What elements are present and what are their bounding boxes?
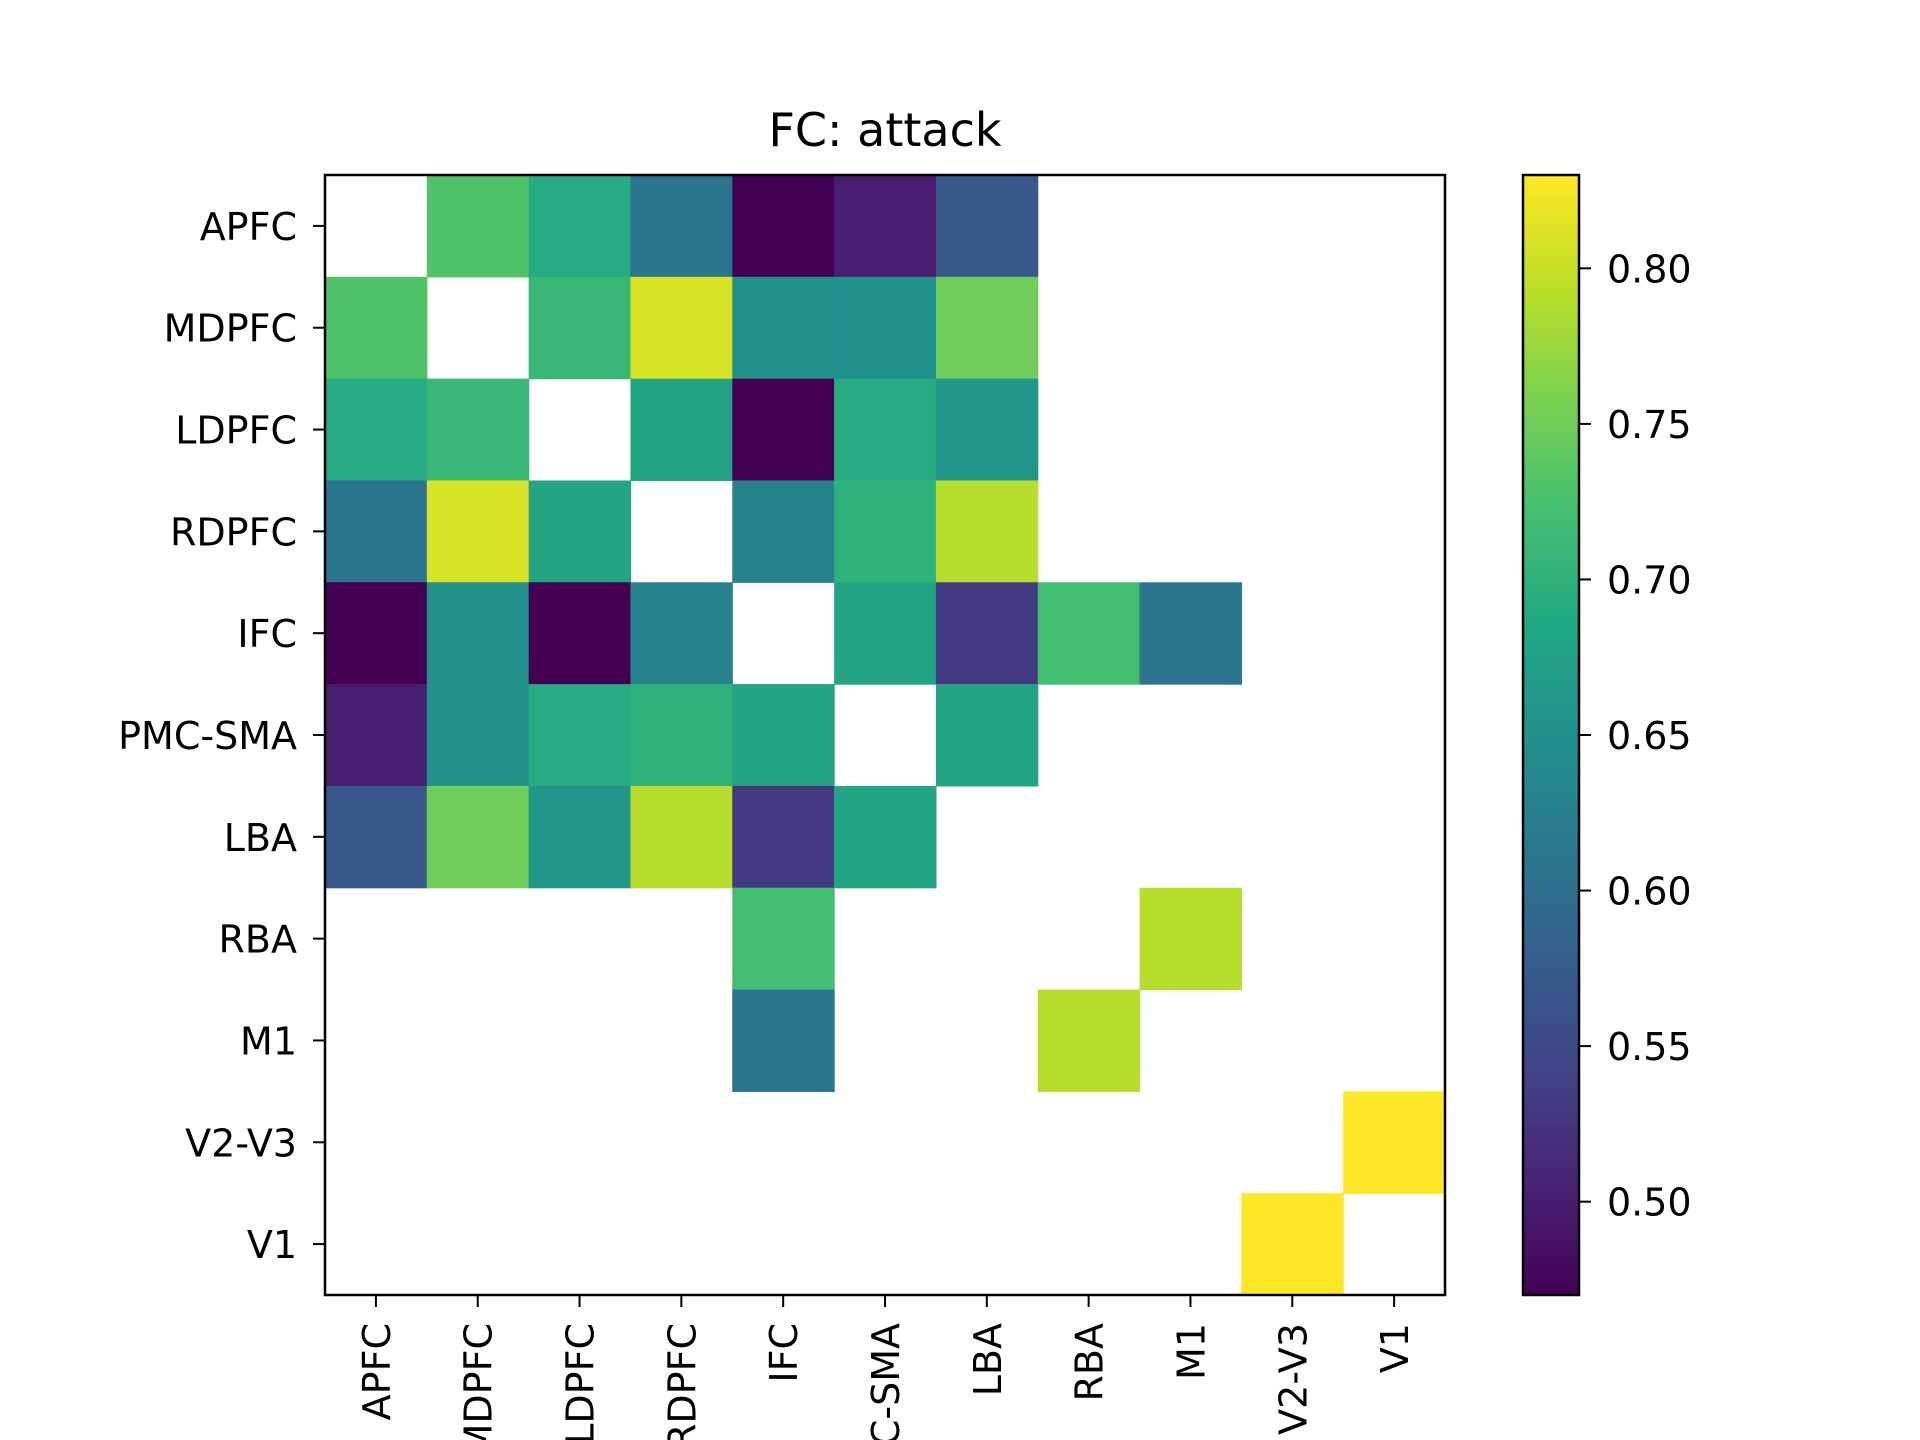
heatmap-cell bbox=[426, 378, 530, 482]
heatmap-cell bbox=[325, 785, 428, 889]
heatmap-cell bbox=[426, 582, 530, 685]
heatmap-cell bbox=[426, 175, 530, 278]
heatmap-cell bbox=[325, 276, 428, 380]
heatmap-cell bbox=[834, 378, 937, 482]
y-tick-label: PMC-SMA bbox=[118, 714, 297, 758]
heatmap-cell bbox=[935, 480, 1039, 583]
x-tick-label: V2-V3 bbox=[1271, 1323, 1315, 1435]
heatmap-cell bbox=[325, 378, 428, 482]
heatmap-cell bbox=[834, 276, 937, 380]
heatmap-cell bbox=[630, 276, 733, 380]
heatmap-cell bbox=[325, 684, 428, 787]
heatmap-cell bbox=[935, 684, 1039, 787]
heatmap-cell bbox=[426, 785, 530, 889]
x-tick-label: MDPFC bbox=[457, 1323, 501, 1440]
heatmap-cell bbox=[732, 989, 835, 1092]
x-axis-ticks: APFC MDPFC LDPFC RDPFC IFC PMC-SMA LBA RBA M1 V2-… bbox=[355, 1295, 1417, 1440]
heatmap-cell bbox=[528, 480, 632, 583]
heatmap-cell bbox=[1139, 887, 1242, 991]
y-tick-label: LBA bbox=[224, 816, 297, 860]
heatmap-cell bbox=[528, 785, 632, 889]
heatmap-cell bbox=[834, 175, 937, 278]
x-tick-label: RBA bbox=[1068, 1323, 1112, 1401]
heatmap-cell bbox=[732, 785, 835, 889]
heatmap-cell bbox=[1037, 582, 1141, 685]
heatmap-cell bbox=[732, 175, 835, 278]
x-tick-label: M1 bbox=[1169, 1323, 1213, 1380]
colorbar-tick-label: 0.70 bbox=[1607, 558, 1692, 602]
heatmap-cell bbox=[630, 785, 733, 889]
heatmap-cell bbox=[732, 480, 835, 583]
colorbar-ticks: 0.50 0.55 0.60 0.65 0.70 0.75 0.80 bbox=[1579, 247, 1692, 1225]
heatmap-cell bbox=[732, 378, 835, 482]
y-tick-label: APFC bbox=[200, 205, 297, 249]
x-tick-label: APFC bbox=[355, 1323, 399, 1420]
heatmap-cell bbox=[732, 276, 835, 380]
colorbar-tick-label: 0.65 bbox=[1607, 714, 1692, 758]
y-tick-label: MDPFC bbox=[164, 307, 297, 351]
heatmap-cell bbox=[1241, 1193, 1344, 1296]
heatmap-cell bbox=[1139, 582, 1242, 685]
heatmap-cell bbox=[630, 175, 733, 278]
heatmap-cell bbox=[630, 582, 733, 685]
x-tick-label: RDPFC bbox=[660, 1323, 704, 1440]
heatmap-cell bbox=[528, 175, 632, 278]
colorbar-tick-label: 0.50 bbox=[1607, 1181, 1692, 1225]
heatmap-cell bbox=[732, 684, 835, 787]
heatmap-cell bbox=[426, 480, 530, 583]
x-tick-label: LBA bbox=[966, 1323, 1010, 1396]
heatmap-cell bbox=[528, 582, 632, 685]
y-tick-label: M1 bbox=[240, 1019, 297, 1063]
heatmap-cell bbox=[630, 378, 733, 482]
heatmap-cell bbox=[528, 276, 632, 380]
heatmap-cell bbox=[732, 887, 835, 991]
colorbar-tick-label: 0.80 bbox=[1607, 247, 1692, 291]
colorbar-tick-label: 0.60 bbox=[1607, 870, 1692, 914]
y-tick-label: RBA bbox=[219, 918, 297, 962]
y-tick-label: V1 bbox=[247, 1223, 297, 1267]
chart-title: FC: attack bbox=[768, 103, 1001, 157]
y-tick-label: LDPFC bbox=[175, 409, 297, 453]
heatmap-cell bbox=[834, 480, 937, 583]
x-tick-label: PMC-SMA bbox=[864, 1323, 908, 1440]
y-tick-label: RDPFC bbox=[170, 510, 297, 554]
heatmap-cell bbox=[426, 684, 530, 787]
x-tick-label: IFC bbox=[762, 1323, 806, 1383]
heatmap-cell bbox=[630, 684, 733, 787]
heatmap-cell bbox=[325, 480, 428, 583]
colorbar-tick-label: 0.55 bbox=[1607, 1025, 1692, 1069]
heatmap-cell bbox=[834, 785, 937, 889]
y-tick-label: IFC bbox=[237, 612, 297, 656]
y-axis-ticks: APFC MDPFC LDPFC RDPFC IFC PMC-SMA LBA RBA M1 V2-… bbox=[118, 205, 325, 1267]
x-tick-label: LDPFC bbox=[559, 1323, 603, 1440]
colorbar-tick-label: 0.75 bbox=[1607, 403, 1692, 447]
heatmap-cell bbox=[935, 276, 1039, 380]
x-tick-label: V1 bbox=[1373, 1323, 1417, 1373]
heatmap-cell bbox=[1037, 989, 1141, 1092]
heatmap-cells bbox=[325, 175, 1446, 1296]
heatmap-cell bbox=[325, 582, 428, 685]
heatmap-cell bbox=[935, 175, 1039, 278]
y-tick-label: V2-V3 bbox=[185, 1121, 297, 1165]
heatmap-cell bbox=[528, 684, 632, 787]
heatmap-cell bbox=[1343, 1091, 1446, 1194]
heatmap-cell bbox=[935, 378, 1039, 482]
colorbar bbox=[1523, 175, 1579, 1295]
heatmap-cell bbox=[834, 582, 937, 685]
heatmap-cell bbox=[935, 582, 1039, 685]
